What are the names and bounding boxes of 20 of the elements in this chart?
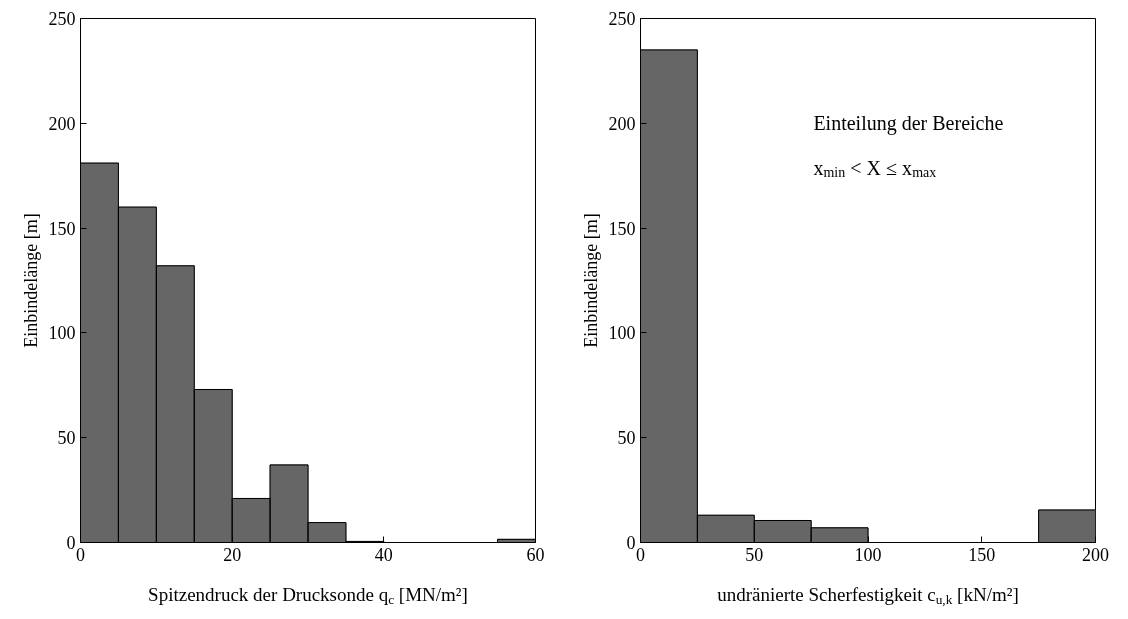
y-tick-label: 200 bbox=[608, 113, 636, 134]
y-tick-label: 250 bbox=[608, 9, 636, 29]
y-tick-label: 200 bbox=[48, 113, 76, 134]
y-axis-title: Einbindelänge [m] bbox=[580, 213, 601, 348]
x-tick-label: 150 bbox=[968, 544, 996, 565]
y-axis-title: Einbindelänge [m] bbox=[20, 213, 41, 348]
y-tick-label: 100 bbox=[608, 323, 636, 344]
annotation: Einteilung der Bereiche bbox=[813, 112, 1004, 136]
y-tick-label: 100 bbox=[48, 323, 76, 344]
y-tick-label: 150 bbox=[608, 218, 636, 239]
y-tick-label: 50 bbox=[617, 428, 636, 449]
x-tick-label: 60 bbox=[526, 544, 545, 565]
x-tick-label: 100 bbox=[854, 544, 882, 565]
x-tick-label: 200 bbox=[1082, 544, 1109, 565]
y-tick-label: 250 bbox=[48, 9, 76, 29]
x-tick-label: 50 bbox=[745, 544, 764, 565]
y-tick-label: 50 bbox=[57, 428, 76, 449]
x-tick-label: 20 bbox=[223, 544, 242, 565]
x-tick-label: 40 bbox=[374, 544, 393, 565]
y-tick-label: 150 bbox=[48, 218, 76, 239]
